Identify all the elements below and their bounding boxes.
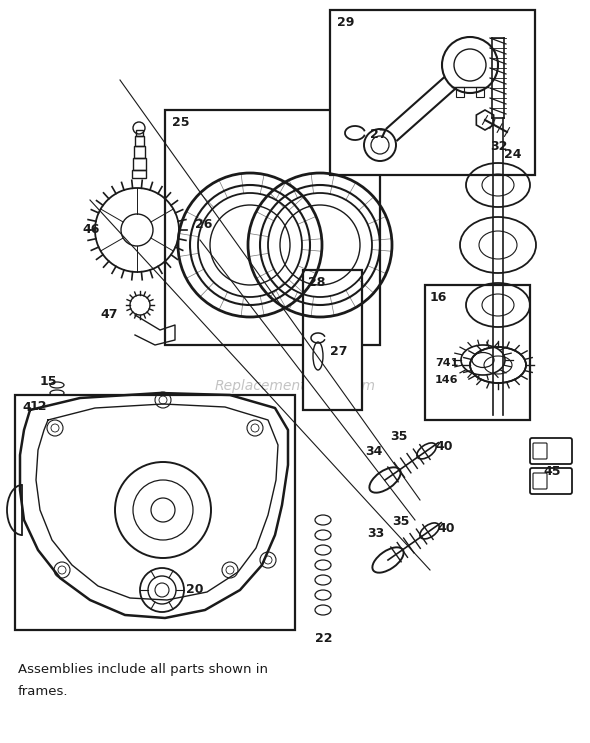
Text: 27: 27 [330,345,348,358]
Text: 32: 32 [490,140,507,153]
Text: frames.: frames. [18,685,68,698]
Bar [456,87,464,97]
Bar [133,146,145,158]
Text: 12: 12 [30,400,48,413]
Text: 35: 35 [392,515,409,528]
Text: 47: 47 [100,308,117,321]
Text: 40: 40 [435,440,453,453]
Text: 29: 29 [337,16,355,29]
Bar [136,130,143,136]
Text: 27: 27 [370,128,388,141]
Bar [135,136,143,146]
Text: 25: 25 [172,116,189,129]
Text: 40: 40 [437,522,454,535]
Bar [15,395,295,630]
Text: ReplacementParts.com: ReplacementParts.com [215,380,375,393]
Text: 33: 33 [367,527,384,540]
Bar [425,285,530,420]
Bar [132,170,146,178]
Text: 45: 45 [543,465,560,478]
Text: 22: 22 [315,632,333,645]
Text: 20: 20 [186,583,204,596]
Bar [133,158,146,170]
Text: 146: 146 [435,375,458,385]
Text: 35: 35 [390,430,407,443]
Text: 16: 16 [430,291,447,304]
Text: 4: 4 [22,401,31,414]
Bar [330,10,535,175]
Bar [303,270,362,410]
Text: 34: 34 [365,445,382,458]
Text: 26: 26 [195,218,212,231]
Bar [165,110,380,345]
Text: 741: 741 [435,358,458,368]
Text: 46: 46 [82,223,99,236]
Text: 28: 28 [308,276,325,289]
Text: 15: 15 [40,375,57,388]
Bar [476,87,484,97]
Text: 24: 24 [504,148,522,161]
Text: Assemblies include all parts shown in: Assemblies include all parts shown in [18,663,268,676]
